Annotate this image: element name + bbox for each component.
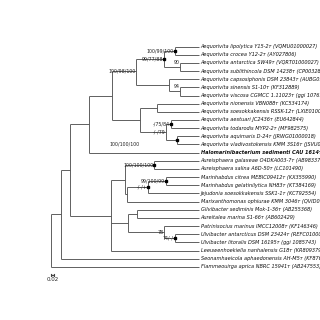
- Text: 0.02: 0.02: [46, 277, 59, 282]
- Text: Aureisphaera galaxeae O4DKA003-7ᴛ (AB983370): Aureisphaera galaxeae O4DKA003-7ᴛ (AB983…: [201, 158, 320, 163]
- Text: 100/99/100: 100/99/100: [147, 48, 174, 53]
- Text: -/-/79: -/-/79: [153, 130, 166, 135]
- Text: Aequorivita capsosiphonis DSM 23843ᴛ (AUBG01000003): Aequorivita capsosiphonis DSM 23843ᴛ (AU…: [201, 77, 320, 82]
- Text: 100/98/100: 100/98/100: [108, 68, 136, 74]
- Text: Leeuwenhoekiella nanhalensis G18ᴛ (KR809379): Leeuwenhoekiella nanhalensis G18ᴛ (KR809…: [201, 248, 320, 253]
- Text: 99/77/88: 99/77/88: [142, 56, 164, 61]
- Text: Ulvibacter litoralis DSM 16195ᴛ (ggi 1085743): Ulvibacter litoralis DSM 16195ᴛ (ggi 108…: [201, 240, 316, 245]
- Text: Aequorivita sublithincola DSM 14238ᴛ (CP003280): Aequorivita sublithincola DSM 14238ᴛ (CP…: [201, 68, 320, 74]
- Text: Aureitalea marina S1-66ᴛ (AB602429): Aureitalea marina S1-66ᴛ (AB602429): [201, 215, 295, 220]
- Text: Aequorivita viscosa CGMCC 1.11023ᴛ (ggi 1076166): Aequorivita viscosa CGMCC 1.11023ᴛ (ggi …: [201, 93, 320, 98]
- Text: Aequorivita soesokkakensis RSSK-12ᴛ (LXIE01000025): Aequorivita soesokkakensis RSSK-12ᴛ (LXI…: [201, 109, 320, 114]
- Text: Aequorivita todarodis MYP2-2ᴛ (MF982575): Aequorivita todarodis MYP2-2ᴛ (MF982575): [201, 126, 309, 131]
- Text: Aequorivita antarctica SW49ᴛ (VQRT01000027): Aequorivita antarctica SW49ᴛ (VQRT010000…: [201, 60, 319, 65]
- Text: Aequorivita vladivostokensis KMM 3S16ᴛ (JSVU010000): Aequorivita vladivostokensis KMM 3S16ᴛ (…: [201, 142, 320, 147]
- Text: Patrinisocius marinus IMCC12008ᴛ (KF146346): Patrinisocius marinus IMCC12008ᴛ (KF1463…: [201, 224, 317, 228]
- Text: 90: 90: [174, 60, 180, 65]
- Text: Gilvibacter sediminis Mok-1-36ᴛ (AB255368): Gilvibacter sediminis Mok-1-36ᴛ (AB25536…: [201, 207, 312, 212]
- Text: 100/100/100: 100/100/100: [109, 141, 140, 146]
- Text: Marinhabdus gelatinilytica NH83ᴛ (KT384169): Marinhabdus gelatinilytica NH83ᴛ (KT3841…: [201, 183, 316, 188]
- Text: Marinhabdus citrea MEBIC09412ᴛ (KX355990): Marinhabdus citrea MEBIC09412ᴛ (KX355990…: [201, 175, 316, 180]
- Text: Jejudonia soesokkakensis SSK1-1ᴛ (KCT92554): Jejudonia soesokkakensis SSK1-1ᴛ (KCT925…: [201, 191, 317, 196]
- Text: Aequorivita aquimaris D-24ᴛ (JRWG01000018): Aequorivita aquimaris D-24ᴛ (JRWG0100001…: [201, 134, 316, 139]
- Text: -/75/84: -/75/84: [153, 122, 170, 127]
- Text: 94: 94: [174, 84, 180, 89]
- Text: Aureisphaera salina A6D-50ᴛ (LC101490): Aureisphaera salina A6D-50ᴛ (LC101490): [201, 166, 304, 172]
- Text: Flammeouirga aprica NBRC 15941ᴛ (AB247553): Flammeouirga aprica NBRC 15941ᴛ (AB24755…: [201, 264, 320, 269]
- Text: Seonamhaeicola aphaedonensis AH-M5ᴛ (KF876013): Seonamhaeicola aphaedonensis AH-M5ᴛ (KF8…: [201, 256, 320, 261]
- Text: 100/100/100: 100/100/100: [124, 162, 154, 167]
- Text: 78: 78: [157, 230, 164, 235]
- Text: 99/100/99: 99/100/99: [141, 179, 165, 184]
- Text: Aequorivita lipolytica Y15-2ᴛ (VQMU01000027): Aequorivita lipolytica Y15-2ᴛ (VQMU01000…: [201, 44, 318, 49]
- Text: Aequorivita nionensis VBN088ᴛ (KC534174): Aequorivita nionensis VBN088ᴛ (KC534174): [201, 101, 310, 106]
- Text: Halomarinibacterium sedimenti CAU 1614ᴛ (MW912854): Halomarinibacterium sedimenti CAU 1614ᴛ …: [201, 150, 320, 155]
- Text: -/-/+: -/-/+: [136, 185, 147, 190]
- Text: Aequorivita sinensis S1-10ᴛ (KF312889): Aequorivita sinensis S1-10ᴛ (KF312889): [201, 85, 300, 90]
- Text: 74/-/-: 74/-/-: [162, 236, 175, 241]
- Text: Ulvibacter antarcticus DSM 23424ᴛ (REFC01000003): Ulvibacter antarcticus DSM 23424ᴛ (REFC0…: [201, 232, 320, 237]
- Text: Marixanthomonas ophiurae KMM 3046ᴛ (QVID01000004): Marixanthomonas ophiurae KMM 3046ᴛ (QVID…: [201, 199, 320, 204]
- Text: Aequorivita aestuari JC2436ᴛ (EU642844): Aequorivita aestuari JC2436ᴛ (EU642844): [201, 117, 305, 123]
- Text: Aequorivita crocea Y12-2ᴛ (AY027806): Aequorivita crocea Y12-2ᴛ (AY027806): [201, 52, 297, 57]
